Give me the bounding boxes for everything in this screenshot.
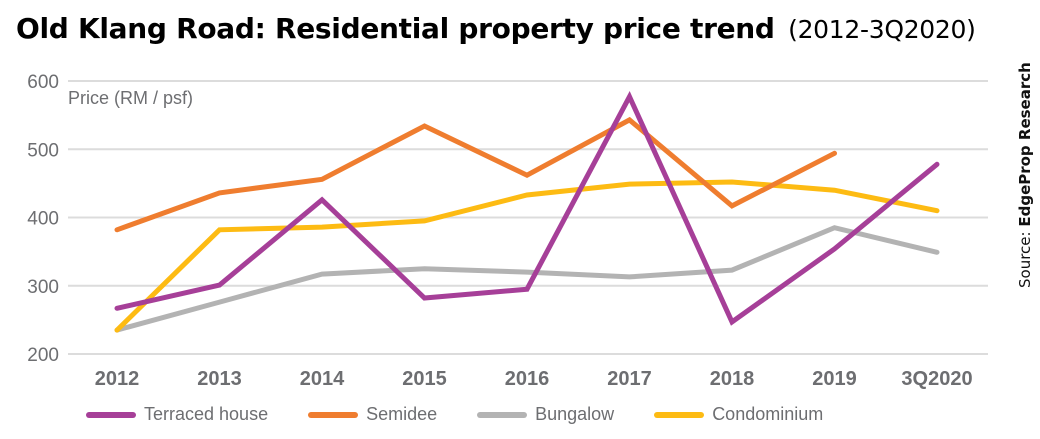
legend-swatch-icon <box>86 411 136 418</box>
y-tick-label: 600 <box>27 72 59 93</box>
legend-label: Semidee <box>366 404 438 424</box>
y-axis-label: Price (RM / psf) <box>68 88 193 108</box>
y-tick-label: 400 <box>27 209 59 230</box>
x-tick-label: 2015 <box>402 368 447 390</box>
legend-item: Terraced house <box>86 404 268 425</box>
series-line-condominium <box>114 179 940 333</box>
y-tick-label: 500 <box>27 140 59 161</box>
x-tick-label: 2018 <box>710 368 755 390</box>
legend-swatch-icon <box>654 411 705 418</box>
chart-title: Old Klang Road: Residential property pri… <box>16 12 976 45</box>
source-name: EdgeProp Research <box>1016 62 1034 227</box>
legend-item: Condominium <box>654 404 823 425</box>
x-tick-label: 2013 <box>197 368 242 390</box>
legend-label: Terraced house <box>144 404 269 424</box>
source-credit: Source: EdgeProp Research <box>1016 62 1034 288</box>
legend-label: Condominium <box>712 404 824 424</box>
series-line-terraced-house <box>114 91 940 326</box>
x-tick-label: 2012 <box>95 368 140 390</box>
x-tick-label: 3Q2020 <box>901 368 972 390</box>
x-tick-label: 2014 <box>300 368 345 390</box>
source-prefix: Source: <box>1016 226 1034 288</box>
y-tick-label: 200 <box>27 345 59 366</box>
legend-label: Bungalow <box>535 404 615 424</box>
legend-item: Bungalow <box>477 404 614 425</box>
gridlines <box>68 80 988 355</box>
y-tick-label: 300 <box>27 277 59 298</box>
series-line-semidee <box>114 116 837 233</box>
legend-item: Semidee <box>308 404 437 425</box>
chart-title-main: Old Klang Road: Residential property pri… <box>16 12 775 45</box>
x-axis-ticks: 2012 2013 2014 2015 2016 2017 2018 2019 3Q2020 <box>95 368 973 390</box>
x-tick-label: 2016 <box>505 368 550 390</box>
legend: Terraced house Semidee Bungalow Condominium <box>86 404 863 425</box>
x-tick-label: 2017 <box>607 368 652 390</box>
series-lines <box>114 91 940 333</box>
y-axis-ticks: 600 500 400 300 200 <box>27 72 59 366</box>
chart-title-period: (2012-3Q2020) <box>788 15 976 44</box>
series-line-bungalow <box>114 225 940 333</box>
legend-swatch-icon <box>477 411 528 418</box>
legend-swatch-icon <box>308 411 359 418</box>
x-tick-label: 2019 <box>812 368 857 390</box>
